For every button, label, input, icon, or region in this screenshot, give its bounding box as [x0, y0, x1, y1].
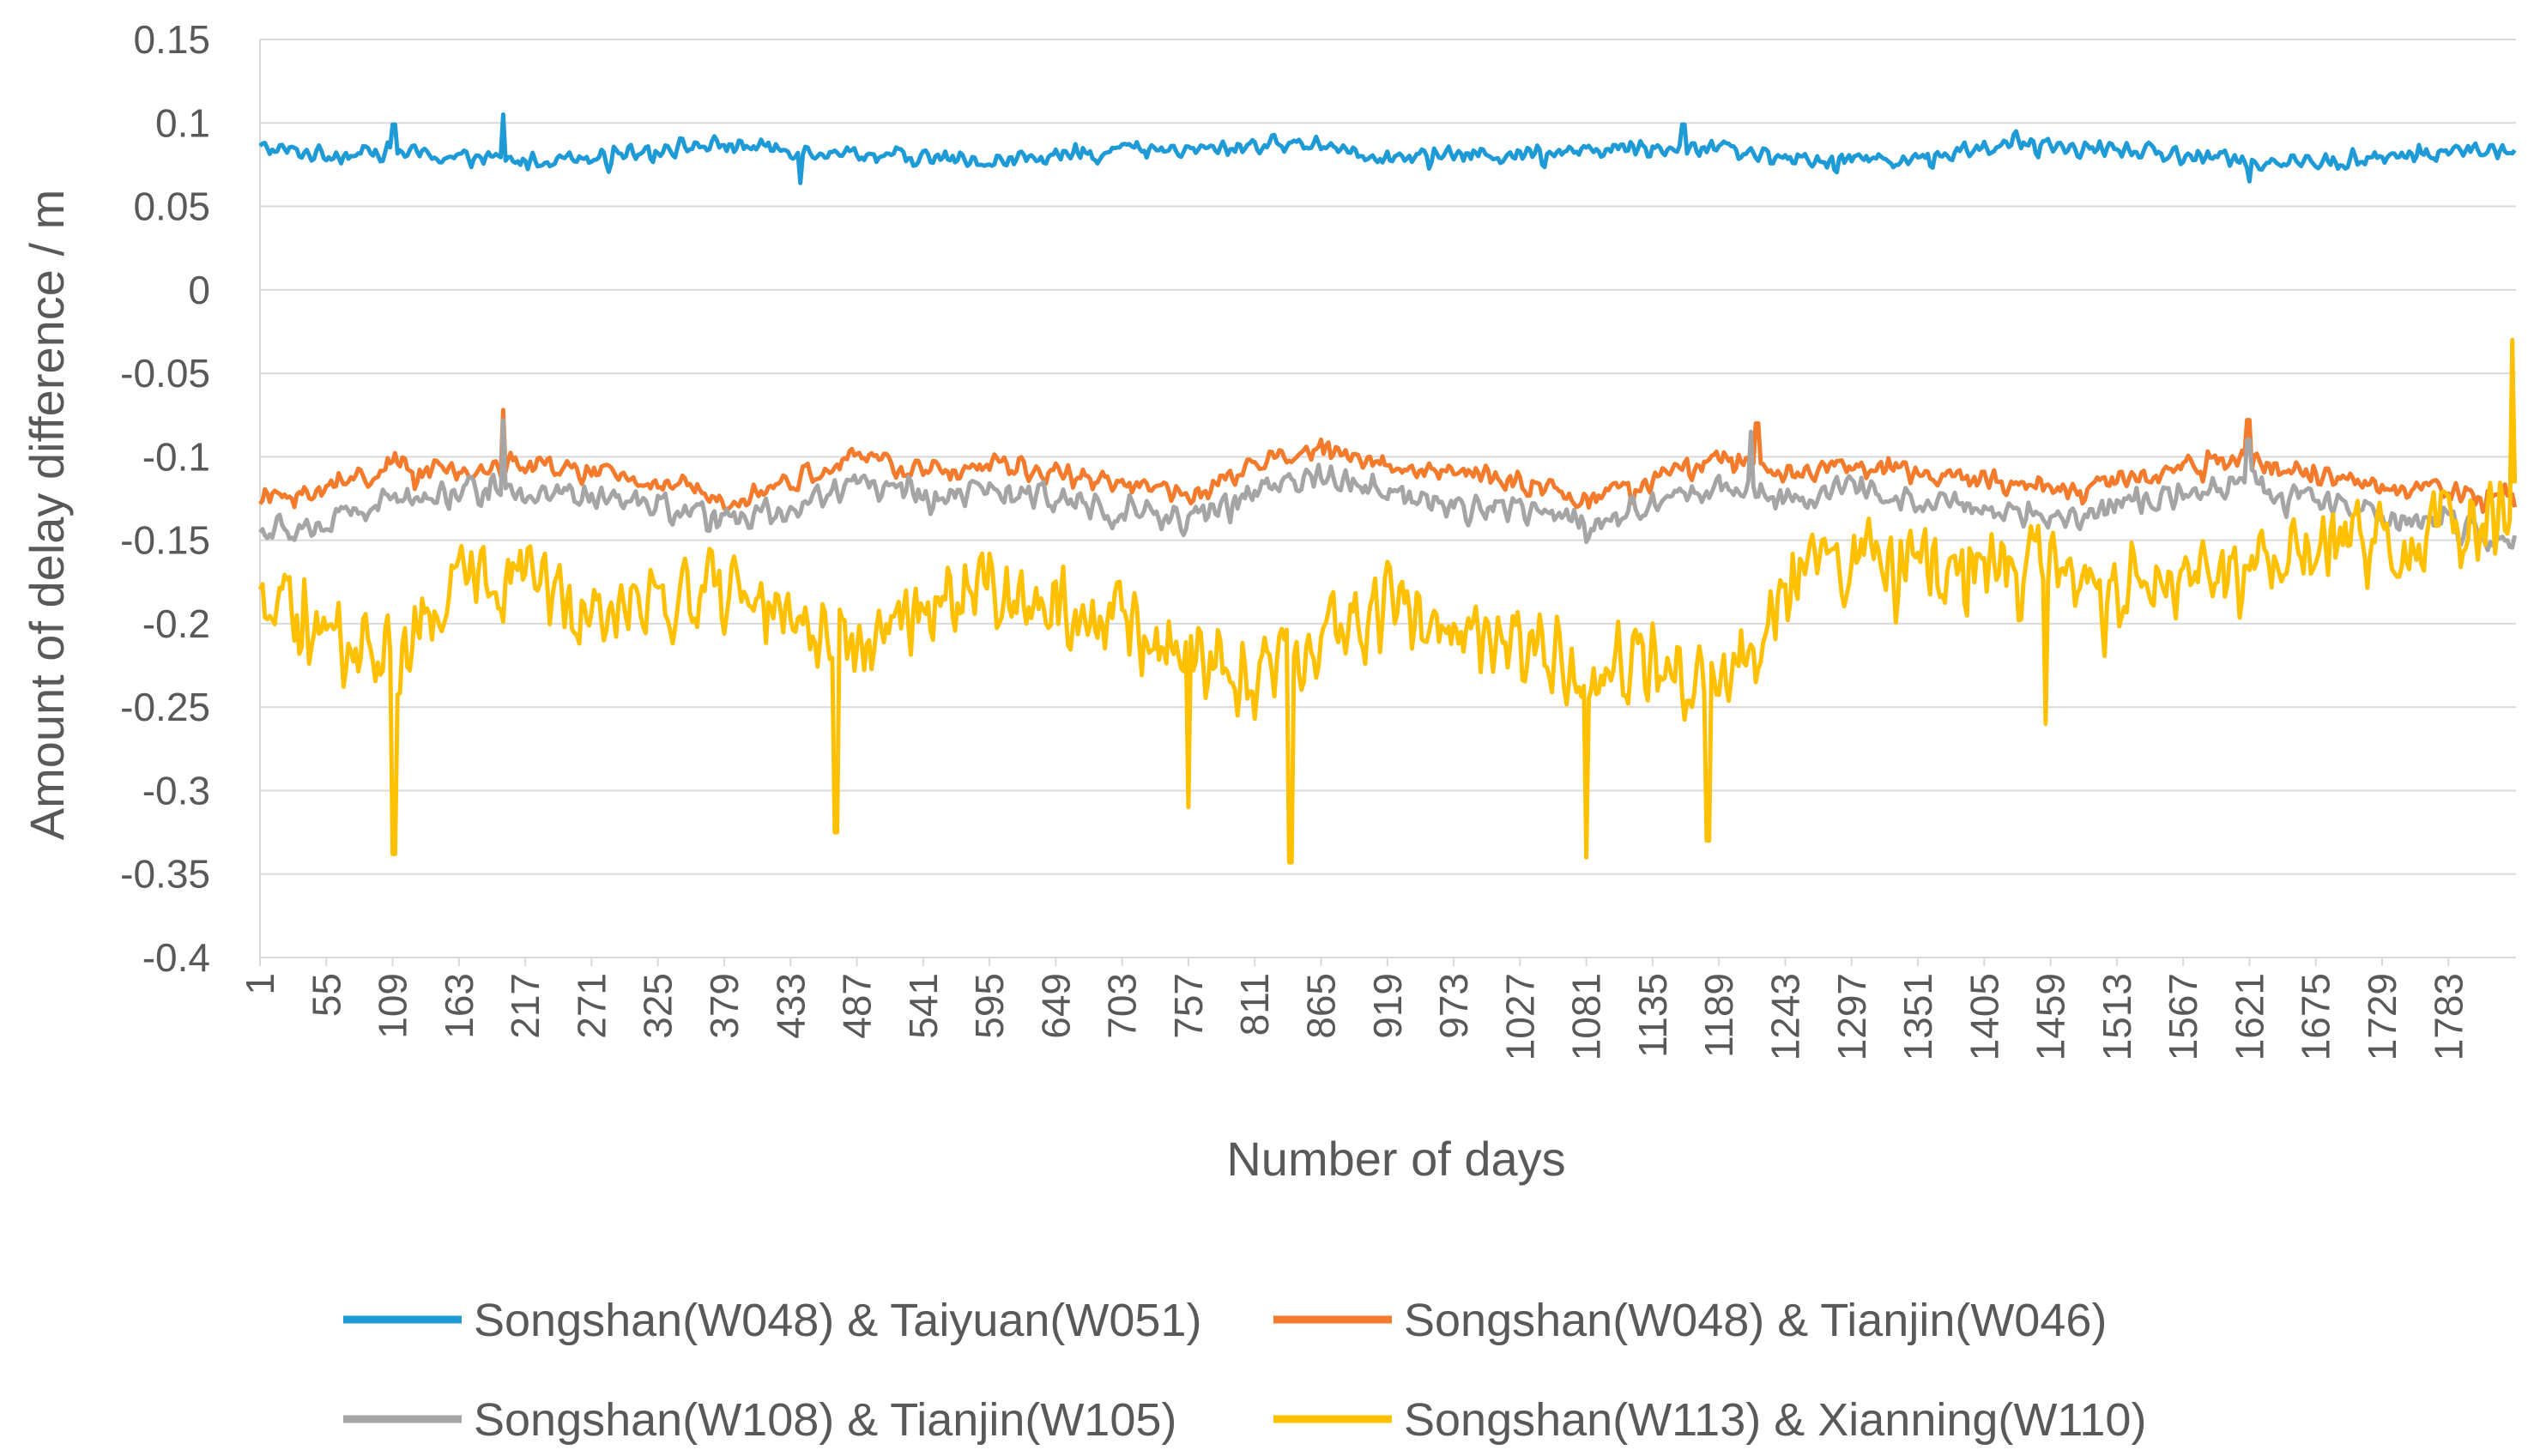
x-tick-label: 1513 [2095, 973, 2139, 1060]
x-tick-label: 1081 [1564, 973, 1609, 1060]
x-tick-label: 649 [1033, 973, 1078, 1039]
y-tick-label: 0 [188, 268, 210, 312]
y-tick-label: -0.2 [142, 601, 210, 646]
x-tick-label: 595 [967, 973, 1012, 1039]
x-tick-label: 487 [835, 973, 880, 1039]
y-tick-label: -0.1 [142, 434, 210, 479]
x-tick-label: 325 [636, 973, 680, 1039]
x-tick-label: 433 [768, 973, 813, 1039]
y-tick-label: -0.3 [142, 768, 210, 813]
series-line-1 [258, 112, 2517, 185]
x-tick-label: 703 [1100, 973, 1145, 1039]
x-tick-label: 1675 [2294, 973, 2338, 1060]
x-tick-label: 217 [503, 973, 547, 1039]
y-tick-label: -0.35 [120, 852, 210, 897]
x-tick-label: 163 [437, 973, 481, 1039]
x-tick-label: 1027 [1497, 973, 1542, 1060]
x-tick-label: 271 [569, 973, 614, 1039]
legend-label: Songshan(W048) & Taiyuan(W051) [474, 1295, 1201, 1346]
y-tick-label: -0.25 [120, 685, 210, 729]
y-tick-label: -0.15 [120, 518, 210, 563]
x-tick-label: 1783 [2426, 973, 2470, 1060]
legend-label: Songshan(W108) & Tianjin(W105) [474, 1394, 1176, 1446]
legend-label: Songshan(W048) & Tianjin(W046) [1404, 1295, 2107, 1346]
x-tick-label: 1 [238, 973, 282, 995]
series-line-2 [258, 408, 2518, 515]
x-tick-label: 1243 [1763, 973, 1807, 1060]
x-tick-label: 1621 [2227, 973, 2271, 1060]
x-tick-label: 811 [1232, 973, 1277, 1036]
x-tick-label: 1189 [1696, 973, 1741, 1058]
x-tick-label: 541 [901, 973, 946, 1039]
y-tick-label: -0.4 [142, 935, 210, 980]
x-tick-label: 1135 [1630, 973, 1675, 1058]
x-tick-label: 1351 [1896, 973, 1940, 1060]
gridlines [259, 39, 2516, 958]
series-line-3 [258, 418, 2518, 553]
x-axis-title: Number of days [1226, 1132, 1565, 1186]
x-tick-label: 865 [1299, 973, 1344, 1039]
y-tick-label: 0.1 [155, 100, 210, 145]
x-tick-label: 757 [1166, 973, 1211, 1039]
x-tick-label: 379 [702, 973, 747, 1039]
x-tick-label: 1567 [2161, 973, 2205, 1060]
x-tick-label: 1459 [2029, 973, 2073, 1060]
x-tick-label: 1405 [1962, 973, 2006, 1060]
legend-label: Songshan(W113) & Xianning(W110) [1404, 1394, 2146, 1446]
x-axis-tick-labels: 1 55 109 163 217 271 325 379 433 487 541 595 649 703 7… [238, 958, 2470, 1060]
series-lines [257, 112, 2518, 865]
x-tick-label: 973 [1431, 973, 1476, 1039]
y-tick-label: 0.15 [133, 17, 210, 62]
x-tick-label: 1729 [2360, 973, 2404, 1060]
x-tick-label: 919 [1365, 973, 1410, 1039]
x-tick-label: 1297 [1829, 973, 1874, 1060]
x-tick-label: 109 [371, 973, 415, 1039]
y-axis-tick-labels: 0.15 0.1 0.05 0 -0.05 -0.1 -0.15 -0.2 -0.25 -0.3 -… [120, 17, 210, 980]
legend: Songshan(W048) & Taiyuan(W051) Songshan(W… [343, 1295, 2146, 1446]
y-axis-title: Amount of delay difference / m [20, 190, 74, 841]
x-tick-label: 55 [304, 973, 348, 1017]
y-tick-label: -0.05 [120, 351, 210, 396]
series-line-4 [257, 337, 2518, 865]
y-tick-label: 0.05 [133, 184, 210, 229]
